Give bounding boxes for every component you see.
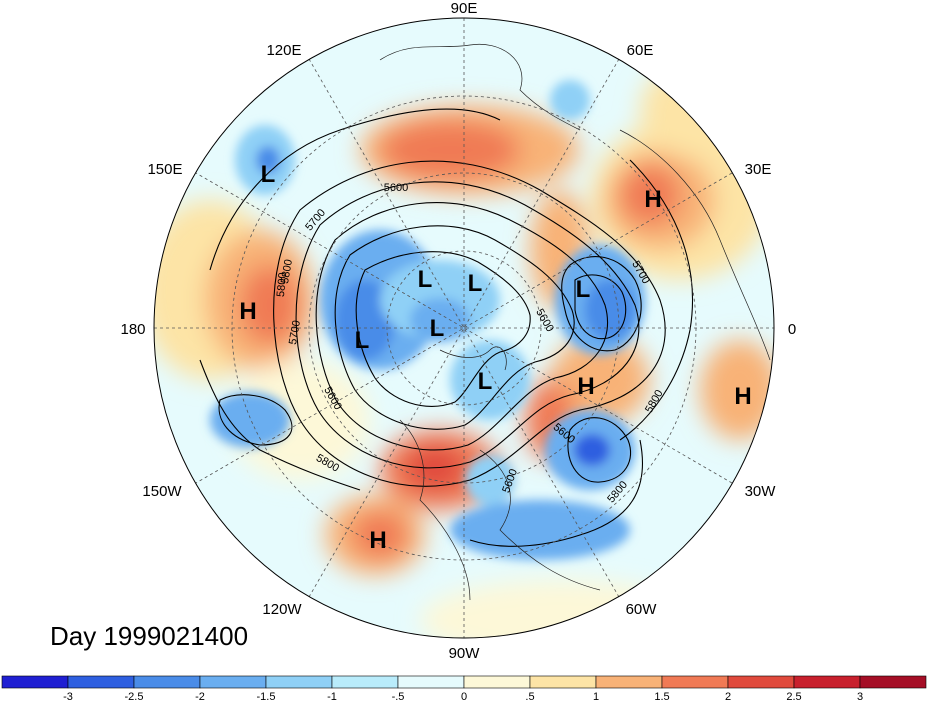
low-marker: L (261, 161, 276, 188)
lon-label-120e: 120E (266, 42, 301, 59)
colorbar-tick-label: 3 (857, 691, 863, 702)
low-marker: L (418, 266, 433, 293)
anomaly-field (154, 18, 774, 638)
lon-label-150w: 150W (142, 483, 182, 500)
height-contours (199, 108, 693, 547)
colorbar-swatch (859, 675, 927, 689)
day-title: Day 1999021400 (50, 621, 248, 651)
lon-label-60w: 60W (626, 601, 658, 618)
low-marker: L (468, 270, 483, 297)
lon-label-30e: 30E (745, 161, 772, 178)
colorbar-tick-label: -1.5 (257, 691, 276, 702)
colorbar-swatch (595, 675, 663, 689)
lon-label-90e: 90E (451, 0, 478, 17)
colorbar-tick-label: 0 (461, 691, 467, 702)
high-marker: H (734, 383, 751, 410)
high-marker: H (644, 186, 661, 213)
colorbar-tick-label: 1.5 (654, 691, 669, 702)
colorbar-tick-label: 2.5 (786, 691, 801, 702)
longitude-labels: 90E 60E 30E 0 30W 60W 90W 120W 150W 180 … (120, 0, 796, 662)
colorbar-swatch (727, 675, 795, 689)
colorbar-swatch (1, 675, 69, 689)
colorbar-swatch (331, 675, 399, 689)
contour-label: 5600 (384, 182, 408, 194)
colorbar-tick-label: -1 (327, 691, 337, 702)
colorbar-swatch (133, 675, 201, 689)
colorbar-tick-label: -3 (63, 691, 73, 702)
colorbar-tick-label: 1 (593, 691, 599, 702)
graticule (154, 18, 774, 638)
colorbar-swatch (463, 675, 531, 689)
low-marker: L (576, 276, 591, 303)
map-boundary (153, 17, 775, 639)
colorbar-tick-label: .5 (525, 691, 534, 702)
coastlines (379, 43, 771, 601)
colorbar-tick-label: -2 (195, 691, 205, 702)
colorbar-swatch (265, 675, 333, 689)
pressure-systems: L L L L L L L H H H H H (239, 161, 751, 554)
colorbar-swatch (397, 675, 465, 689)
lon-label-0: 0 (788, 321, 796, 338)
colorbar-swatch (661, 675, 729, 689)
contour-label: 5800 (275, 272, 289, 297)
colorbar: -3 -2.5 -2 -1.5 -1 -.5 0 .5 1 1.5 2 2.5 3 (1, 675, 927, 702)
low-marker: L (355, 327, 370, 354)
lon-label-150e: 150E (147, 161, 182, 178)
high-marker: H (369, 527, 386, 554)
colorbar-tick-label: -2.5 (125, 691, 144, 702)
low-marker: L (478, 368, 493, 395)
lon-label-120w: 120W (262, 601, 302, 618)
high-marker: H (239, 298, 256, 325)
colorbar-swatch (67, 675, 135, 689)
colorbar-swatch (793, 675, 861, 689)
contour-label: 5700 (287, 319, 303, 345)
colorbar-swatch (529, 675, 597, 689)
colorbar-swatch (199, 675, 267, 689)
lon-label-180: 180 (120, 321, 145, 338)
colorbar-tick-label: -.5 (392, 691, 405, 702)
colorbar-tick-label: 2 (725, 691, 731, 702)
lon-label-30w: 30W (745, 483, 777, 500)
low-marker: L (430, 315, 445, 342)
contour-label: 5800 (279, 258, 295, 284)
lon-label-60e: 60E (627, 42, 654, 59)
lon-label-90w: 90W (449, 645, 481, 662)
high-marker: H (577, 373, 594, 400)
